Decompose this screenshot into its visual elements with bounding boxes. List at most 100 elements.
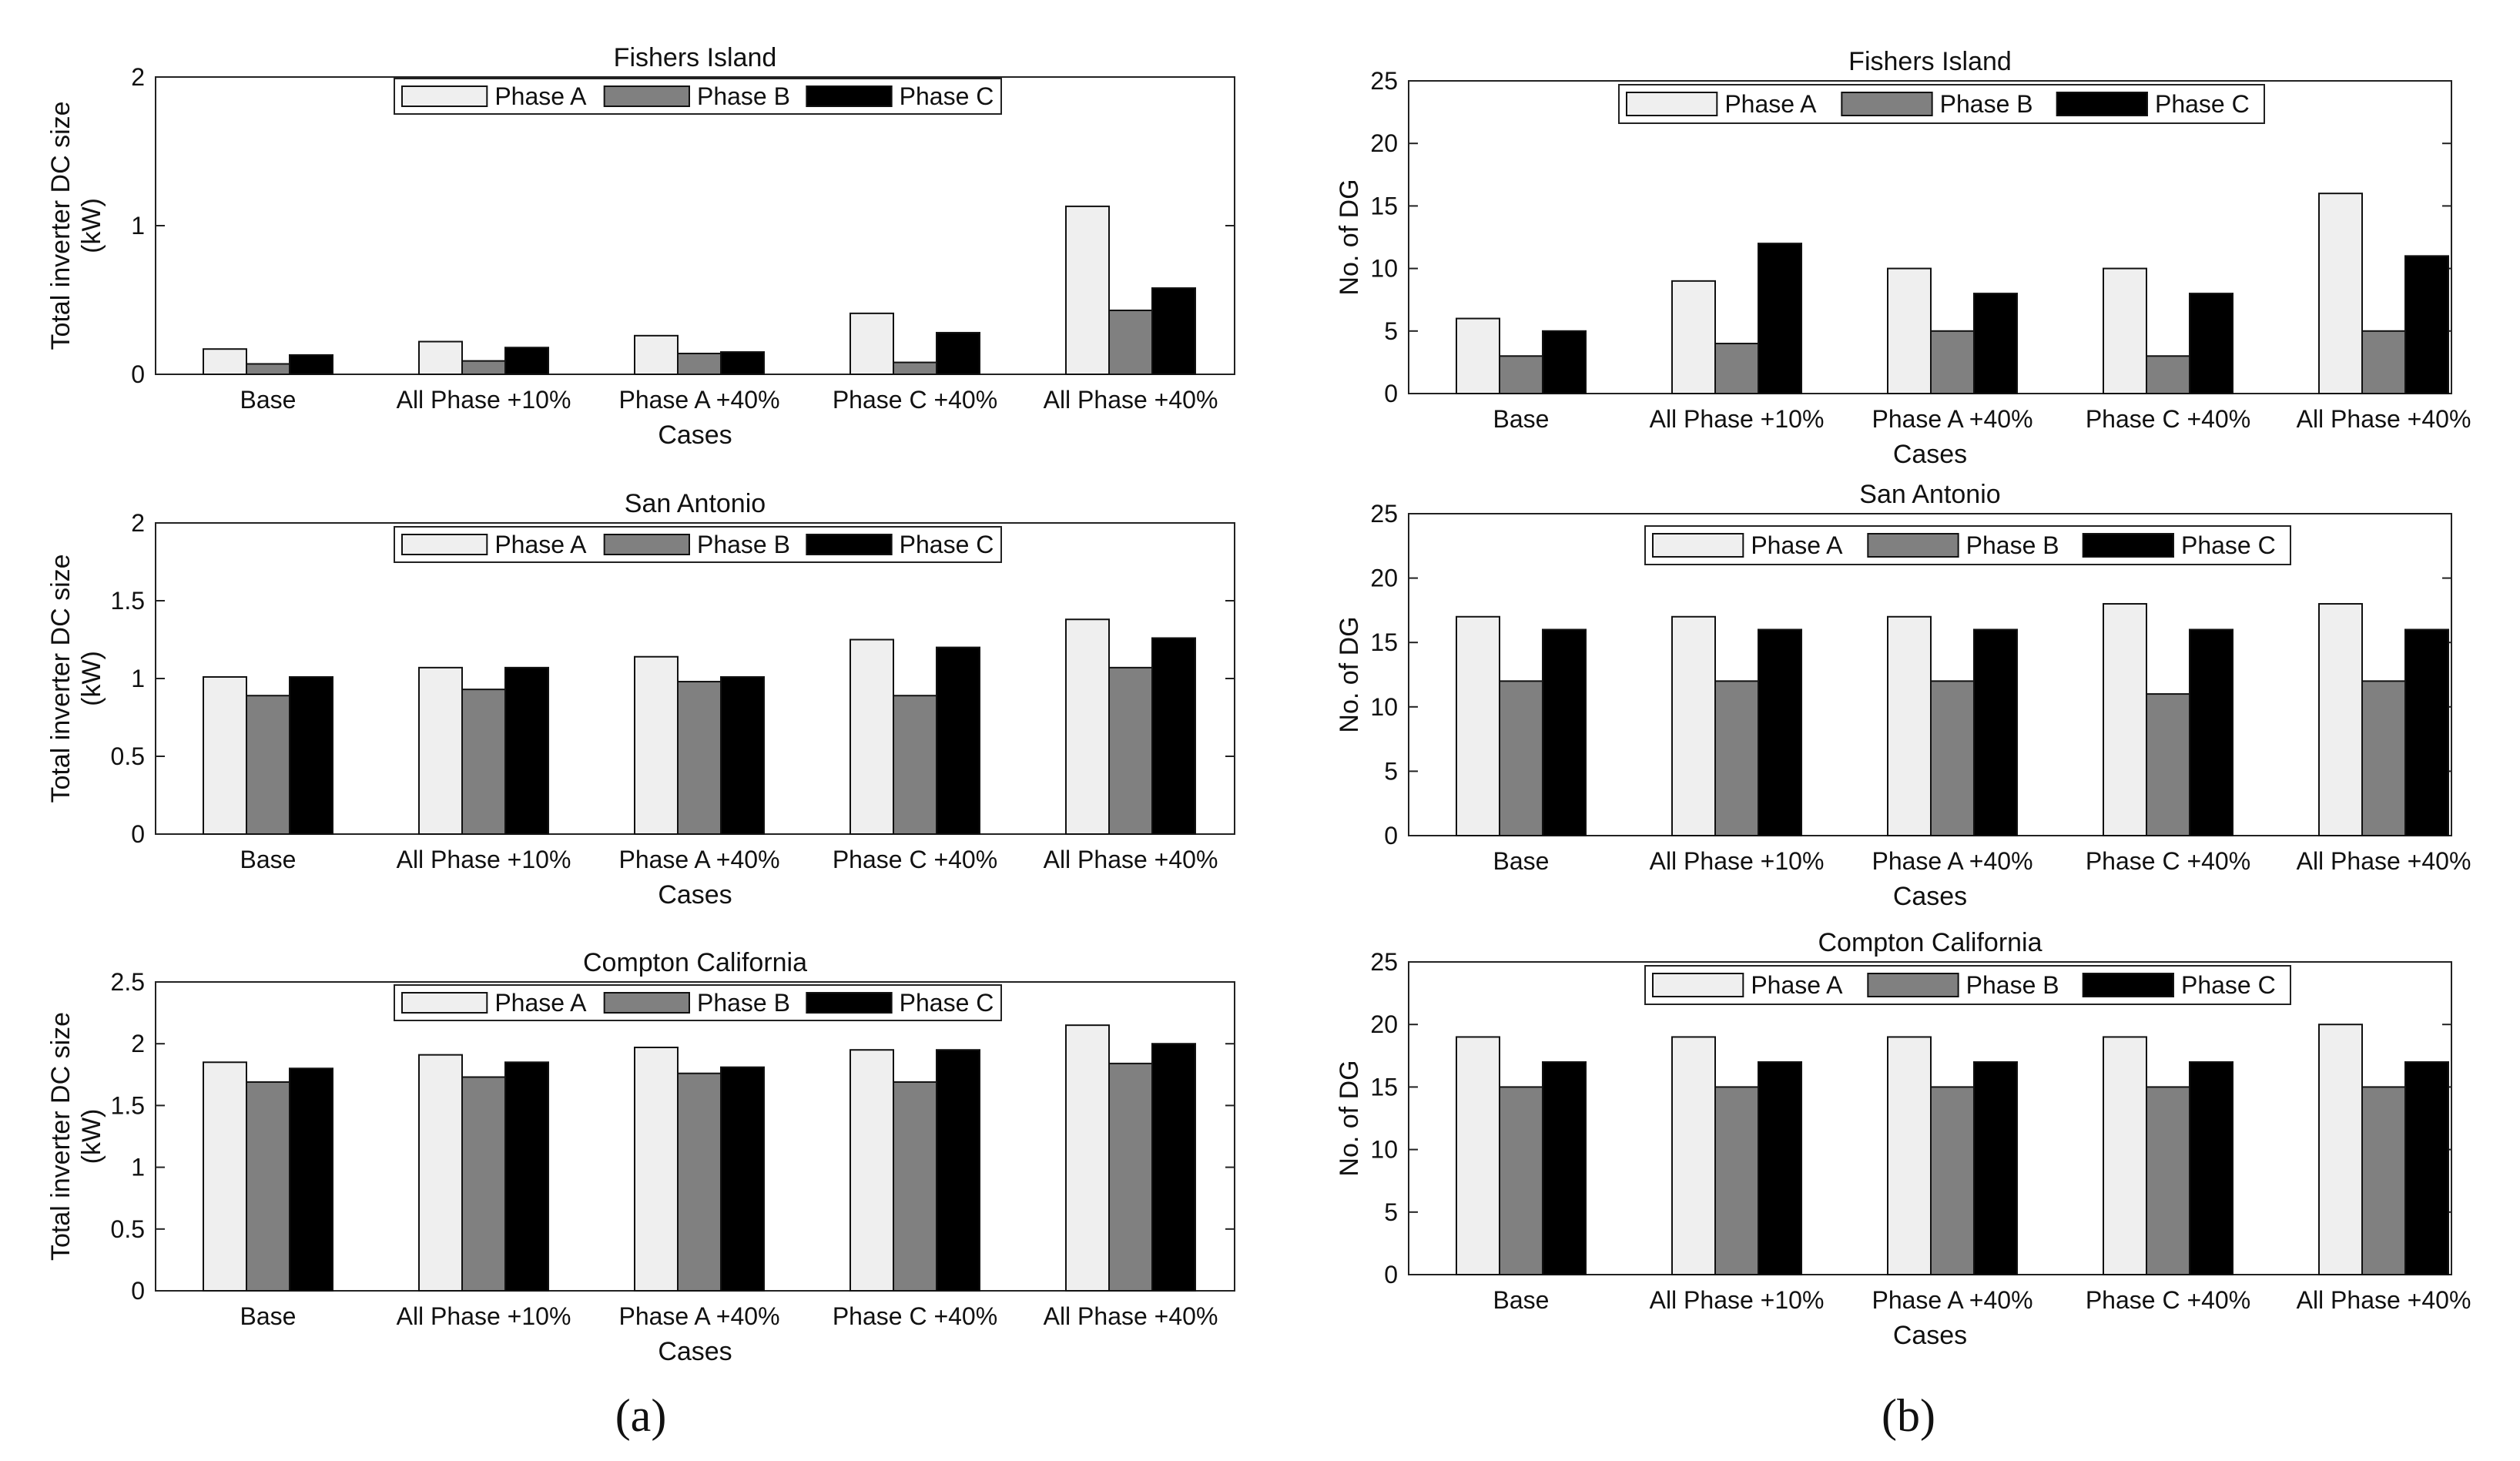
x-axis-label: Cases [658,880,732,910]
legend-swatch [2082,533,2174,558]
legend-swatch [806,85,893,107]
legend: Phase A Phase B Phase C [1618,84,2265,124]
legend-box [394,984,1002,1021]
x-tick-label: Phase C +40% [2086,1286,2250,1314]
bar-phase-b [1714,1086,1759,1276]
legend: Phase A Phase B Phase C [394,78,1002,115]
x-tick-label: Phase C +40% [833,846,997,873]
chart-3: 0 0.5 1 1.5 2 2.5 Base All Phase +10% Phase A +4… [46,948,1235,1366]
x-tick-label: Base [1493,847,1550,875]
legend-swatch [1841,92,1933,116]
y-tick-label: 1 [131,212,145,240]
y-tick-label: 1 [131,665,145,692]
x-axis-label: Cases [1893,882,1967,911]
legend-box [394,526,1002,563]
x-tick-label: All Phase +40% [1044,386,1218,414]
legend: Phase A Phase B Phase C [1644,965,2291,1005]
chart-title: Compton California [1818,928,2042,957]
legend-label: Phase C [900,82,994,110]
bar-phase-b [1930,330,1975,394]
legend-swatch [2056,92,2148,116]
chart-1: 0 1 2 Base All Phase +10% Phase A +40% Phase C… [46,43,1235,450]
bar-phase-a [2103,267,2147,394]
y-tick-label: 5 [1384,317,1398,345]
bar-phase-b [893,361,937,375]
y-tick-label: 20 [1370,1010,1398,1038]
bar-phase-c [2404,1061,2449,1276]
bar-phase-c [504,347,549,376]
x-tick-label: Phase A +40% [1872,847,2032,875]
bar-phase-c [1542,628,1587,836]
panel-label-b: (b) [1882,1390,1935,1441]
x-tick-label: Phase A +40% [618,846,779,873]
y-axis-label: Total inverter DC size [46,554,75,803]
bar-phase-a [849,638,894,835]
bar-phase-a [1065,1024,1110,1292]
legend-swatch [603,85,690,107]
bar-phase-c [1758,1061,1802,1276]
x-axis-label: Cases [1893,1321,1967,1350]
x-tick-label: All Phase +40% [1044,846,1218,873]
y-tick-label: 2.5 [111,968,145,996]
bar-phase-a [1887,267,1932,394]
x-tick-label: Phase A +40% [1872,405,2032,433]
bar-phase-c [936,331,980,375]
x-tick-label: Phase C +40% [2086,847,2250,875]
bar-phase-a [634,1047,679,1292]
bar-phase-c [2189,293,2233,394]
chart-6: 0 5 10 15 20 25 Base All Phase +10% Phase A +40%… [1335,928,2471,1350]
chart-title: Fishers Island [1848,47,2012,76]
y-tick-label: 0 [1384,380,1398,407]
bar-phase-c [1151,287,1196,375]
x-tick-label: Phase C +40% [833,1302,997,1330]
y-axis-label: Total inverter DC size [46,1012,75,1261]
legend-swatch [2082,973,2174,997]
legend-label: Phase B [697,989,790,1017]
legend-box [394,78,1002,115]
chart-title: San Antonio [625,489,766,518]
x-tick-label: Base [240,846,297,873]
bar-phase-c [1973,293,2018,394]
x-tick-label: All Phase +40% [2297,847,2471,875]
y-tick-label: 10 [1370,255,1398,283]
bar-phase-c [289,675,333,835]
legend-swatch [603,534,690,555]
chart-4: 0 5 10 15 20 25 Base All Phase +10% Phase A +40%… [1335,47,2471,469]
y-axis-label: No. of DG [1335,179,1364,295]
bar-phase-c [2189,628,2233,836]
y-tick-label: 1 [131,1154,145,1181]
bar-phase-b [2146,693,2190,837]
legend-label: Phase A [494,82,587,110]
bar-phase-b [1714,343,1759,395]
legend-swatch [806,992,893,1014]
bar-phase-c [1151,1043,1196,1292]
bar-phase-a [849,1049,894,1292]
bar-phase-a [203,675,247,835]
legend-box [1618,84,2265,124]
legend-box [1644,525,2291,565]
y-axis-label: No. of DG [1335,1060,1364,1176]
y-axis-label: (kW) [77,198,106,253]
x-tick-label: All Phase +10% [397,1302,571,1330]
bar-phase-a [1671,615,1716,836]
y-tick-label: 0 [131,820,145,848]
x-tick-label: All Phase +40% [1044,1302,1218,1330]
legend-label: Phase C [2155,90,2250,118]
chart-5: 0 5 10 15 20 25 Base All Phase +10% Phase A +40%… [1335,480,2471,911]
x-tick-label: Phase C +40% [833,386,997,414]
y-tick-label: 20 [1370,129,1398,157]
legend-label: Phase B [1966,971,2059,999]
x-tick-label: All Phase +40% [2297,405,2471,433]
bar-phase-b [2146,355,2190,394]
legend-box [1644,965,2291,1005]
legend-label: Phase C [2181,971,2276,999]
bar-phase-b [1108,666,1153,835]
bar-phase-b [677,681,722,835]
legend-swatch [1867,973,1959,997]
legend-swatch [401,992,488,1014]
bar-phase-b [2361,1086,2406,1276]
bar-phase-b [246,695,290,835]
bar-phase-a [1887,1036,1932,1275]
bar-phase-b [1499,680,1543,836]
y-tick-label: 10 [1370,1136,1398,1164]
